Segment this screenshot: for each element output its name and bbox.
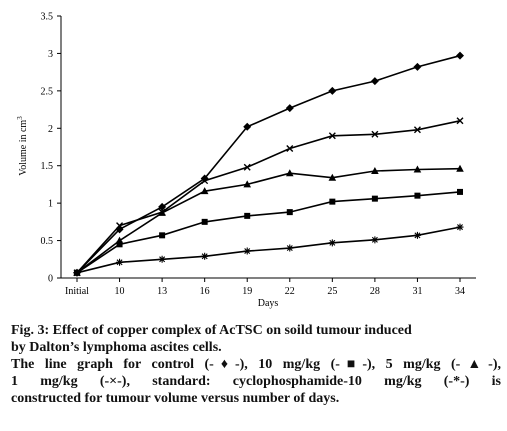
data-point-triangle [115, 236, 124, 244]
series-line [76, 191, 461, 274]
x-tick-label: 13 [157, 286, 167, 297]
data-point-cross [116, 222, 124, 230]
x-axis-title: Days [258, 298, 279, 309]
data-point-star [371, 236, 379, 244]
data-point-diamond [328, 86, 337, 95]
data-point-triangle [328, 173, 337, 181]
caption-line-4: 1 mg/kg (-×-), standard: cyclophosphamid… [11, 374, 501, 389]
y-tick-label: 1.5 [41, 161, 54, 172]
x-tick-label: 28 [370, 286, 380, 297]
data-point-star [328, 239, 336, 247]
line-chart: 0 0.5 1 1.5 2 2.5 3 3.5 Initial 10 13 16 19 22 25 28 31 3… [16, 12, 476, 309]
data-point-triangle [456, 164, 464, 172]
data-point-cross [371, 130, 379, 138]
y-axis-title-superscript: 3 [16, 116, 24, 120]
data-point-square [159, 232, 166, 239]
data-point-triangle [413, 165, 422, 173]
y-tick-label: 0 [48, 274, 53, 285]
data-point-cross [201, 177, 209, 185]
data-point-star [456, 223, 464, 231]
data-point-square [414, 192, 421, 199]
series-triangle [73, 164, 464, 276]
series-line [76, 54, 461, 274]
data-point-square [201, 218, 208, 225]
series-star [73, 223, 464, 277]
y-tick-label: 0.5 [41, 236, 54, 247]
data-point-diamond [243, 122, 252, 131]
data-point-diamond [158, 202, 167, 211]
data-point-star [116, 258, 124, 266]
data-point-cross [243, 163, 251, 171]
data-point-square [329, 198, 336, 205]
data-point-square [244, 212, 251, 219]
x-tick-label: Initial [65, 286, 89, 297]
series-line [76, 167, 461, 274]
data-point-square [116, 241, 123, 248]
data-point-triangle [200, 187, 209, 195]
caption-line-3: The line graph for control (-♦-), 10 mg/… [11, 357, 501, 372]
data-point-diamond [285, 104, 294, 113]
y-axis-title-text: Volume in cm [18, 120, 29, 176]
axes [57, 15, 476, 282]
data-point-cross [413, 126, 421, 134]
data-point-square [371, 195, 378, 202]
y-tick-label: 1 [48, 199, 53, 210]
data-point-diamond [370, 77, 379, 86]
data-point-cross [456, 117, 464, 125]
caption-line-1: Fig. 3: Effect of copper complex of AcTS… [11, 323, 412, 338]
data-point-square [286, 209, 293, 216]
data-point-square [457, 188, 463, 195]
data-point-diamond [456, 51, 464, 60]
data-point-star [413, 231, 421, 239]
y-axis-title: Volume in cm3 [16, 116, 29, 176]
chart: 0 0.5 1 1.5 2 2.5 3 3.5 Initial 10 13 16 19 22 25 28 31 3… [16, 12, 476, 309]
data-point-cross [158, 208, 166, 216]
data-point-cross [286, 145, 294, 152]
series-line [76, 120, 461, 274]
tick-labels: 0 0.5 1 1.5 2 2.5 3 3.5 Initial 10 13 16 19 22 25 28 31 3… [41, 12, 466, 298]
x-tick-label: 34 [455, 286, 465, 297]
series-line [76, 226, 461, 274]
x-tick-label: 10 [115, 286, 125, 297]
data-point-triangle [371, 166, 379, 174]
data-point-diamond [413, 62, 422, 71]
data-point-star [286, 244, 294, 252]
x-tick-label: 25 [327, 286, 337, 297]
figure-caption: Fig. 3: Effect of copper complex of AcTS… [11, 322, 501, 407]
data-point-star [73, 269, 81, 277]
data-point-star [243, 247, 251, 255]
series-diamond [73, 51, 464, 277]
series-square [74, 188, 463, 276]
caption-line-2: by Dalton’s lymphoma ascites cells. [11, 340, 222, 355]
y-tick-label: 2.5 [41, 86, 54, 97]
y-tick-label: 3 [48, 49, 53, 60]
data-point-triangle [243, 180, 252, 188]
x-tick-label: 22 [285, 286, 295, 297]
x-tick-label: 31 [412, 286, 422, 297]
data-point-star [158, 255, 166, 263]
data-point-cross [328, 132, 336, 140]
data-point-triangle [285, 169, 294, 177]
x-tick-label: 19 [242, 286, 252, 297]
y-tick-label: 2 [48, 124, 53, 135]
series-layer [73, 51, 464, 277]
data-point-star [201, 252, 209, 260]
caption-line-5: constructed for tumour volume versus num… [11, 391, 340, 406]
y-tick-label: 3.5 [41, 12, 54, 23]
x-tick-label: 16 [200, 286, 210, 297]
